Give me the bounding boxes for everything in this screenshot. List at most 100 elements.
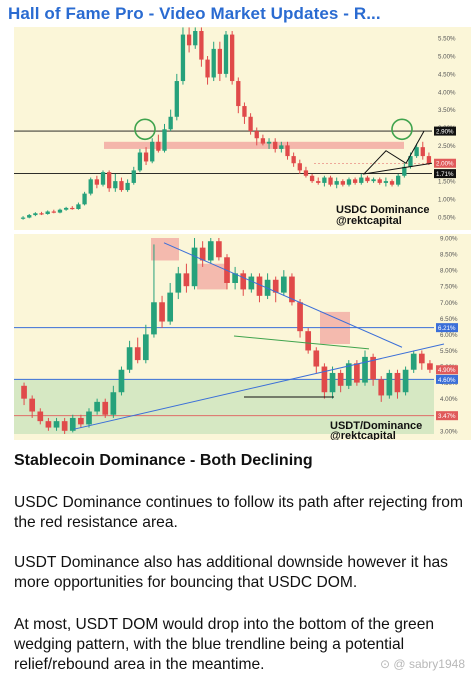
candle-body	[82, 193, 87, 205]
candle-body	[88, 179, 93, 194]
candle-body	[110, 392, 117, 415]
candle-body	[285, 145, 290, 157]
candle-body	[63, 207, 69, 210]
y-tick-label: 7.50%	[440, 284, 458, 291]
candle-body	[156, 141, 161, 151]
candle-body	[57, 209, 63, 213]
candle-body	[345, 363, 352, 386]
candle-body	[408, 156, 413, 167]
wedge-top-line	[233, 335, 370, 350]
price-tag-label: 1.71%	[436, 171, 454, 178]
candle-body	[414, 147, 419, 157]
candle-body	[142, 334, 149, 361]
author-credit-name: sabry1948	[408, 657, 465, 671]
candle-body	[78, 417, 84, 425]
paragraph-usdc: USDC Dominance continues to follow its p…	[14, 494, 463, 531]
candle-body	[365, 177, 370, 182]
candle-body	[370, 356, 376, 380]
candle-body	[216, 241, 222, 258]
candle-body	[256, 276, 263, 296]
candle-body	[354, 363, 360, 383]
candle-body	[426, 156, 432, 164]
y-tick-label: 5.00%	[438, 54, 456, 61]
candle-body	[21, 385, 27, 399]
candle-body	[260, 138, 266, 144]
candle-body	[377, 179, 382, 183]
y-tick-label: 4.00%	[440, 396, 458, 403]
candle-body	[242, 106, 247, 117]
candle-body	[305, 331, 312, 351]
usdt-watermark-title: USDT/Dominance	[330, 420, 423, 432]
candle-body	[175, 273, 182, 293]
candle-body	[248, 116, 253, 132]
candle-body	[402, 166, 407, 176]
candle-body	[205, 59, 210, 78]
candle-body	[186, 34, 192, 46]
candle-body	[53, 421, 60, 428]
usdc-watermark-handle: @rektcapital	[336, 215, 402, 227]
candle-body	[223, 34, 229, 74]
candle-body	[20, 217, 26, 219]
candle-body	[94, 401, 100, 412]
candle-body	[232, 273, 238, 283]
post-heading: Stablecoin Dominance - Both Declining	[14, 452, 313, 469]
candle-body	[51, 211, 56, 213]
candle-body	[113, 181, 118, 189]
candle-body	[273, 141, 278, 149]
candle-body	[100, 172, 106, 185]
candle-body	[143, 152, 149, 162]
y-tick-label: 5.50%	[440, 348, 458, 355]
usdt-watermark-handle: @rektcapital	[330, 430, 396, 441]
descending-trendline	[163, 242, 403, 348]
y-tick-label: 0.50%	[438, 214, 456, 221]
projection-path	[362, 130, 433, 175]
candle-body	[280, 276, 287, 293]
price-tag-label: 4.60%	[438, 377, 456, 384]
y-tick-label: 9.00%	[440, 236, 458, 243]
candle-body	[297, 163, 302, 171]
y-tick-label: 4.00%	[438, 89, 456, 96]
price-tag	[434, 158, 456, 168]
candle-body	[37, 411, 44, 422]
resistance-box-1	[151, 238, 179, 261]
candle-body	[386, 372, 393, 396]
candle-body	[420, 147, 425, 157]
candle-body	[240, 273, 247, 290]
candle-body	[272, 279, 279, 293]
post-title[interactable]: Hall of Fame Pro - Video Market Updates …	[8, 4, 381, 23]
candle-body	[107, 172, 112, 189]
y-tick-label: 8.00%	[440, 268, 458, 275]
y-tick-label: 1.00%	[438, 196, 456, 203]
candle-body	[394, 372, 401, 393]
candle-body	[427, 363, 433, 370]
target-circle	[391, 118, 413, 141]
candle-body	[334, 181, 339, 185]
candle-body	[180, 34, 186, 82]
candle-body	[248, 276, 255, 290]
candle-body	[309, 175, 315, 182]
author-credit[interactable]: ⊙ @ sabry1948	[380, 657, 465, 671]
candle-body	[131, 170, 136, 183]
ascending-trendline	[73, 343, 445, 430]
price-tag	[436, 374, 458, 384]
y-tick-label: 5.50%	[438, 36, 456, 43]
candle-body	[193, 31, 198, 46]
candle-body	[134, 347, 141, 361]
candle-body	[383, 181, 389, 183]
price-tag-label: 2.90%	[436, 129, 454, 136]
candle-body	[183, 273, 190, 287]
support-zone	[14, 379, 434, 434]
candle-body	[102, 401, 109, 415]
candle-body	[389, 181, 395, 185]
y-tick-label: 2.50%	[438, 143, 456, 150]
candle-body	[402, 369, 409, 393]
candle-body	[39, 213, 44, 215]
candle-body	[329, 372, 336, 393]
candle-body	[76, 204, 81, 209]
price-tag	[434, 126, 456, 136]
paragraph-outlook: At most, USDT DOM would drop into the bo…	[14, 616, 435, 673]
candle-body	[328, 177, 333, 185]
candle-body	[94, 179, 100, 185]
candle-body	[69, 417, 76, 431]
usdc-dominance-chart: 5.50%5.00%4.50%4.00%3.50%3.00%2.50%2.00%…	[14, 27, 471, 230]
